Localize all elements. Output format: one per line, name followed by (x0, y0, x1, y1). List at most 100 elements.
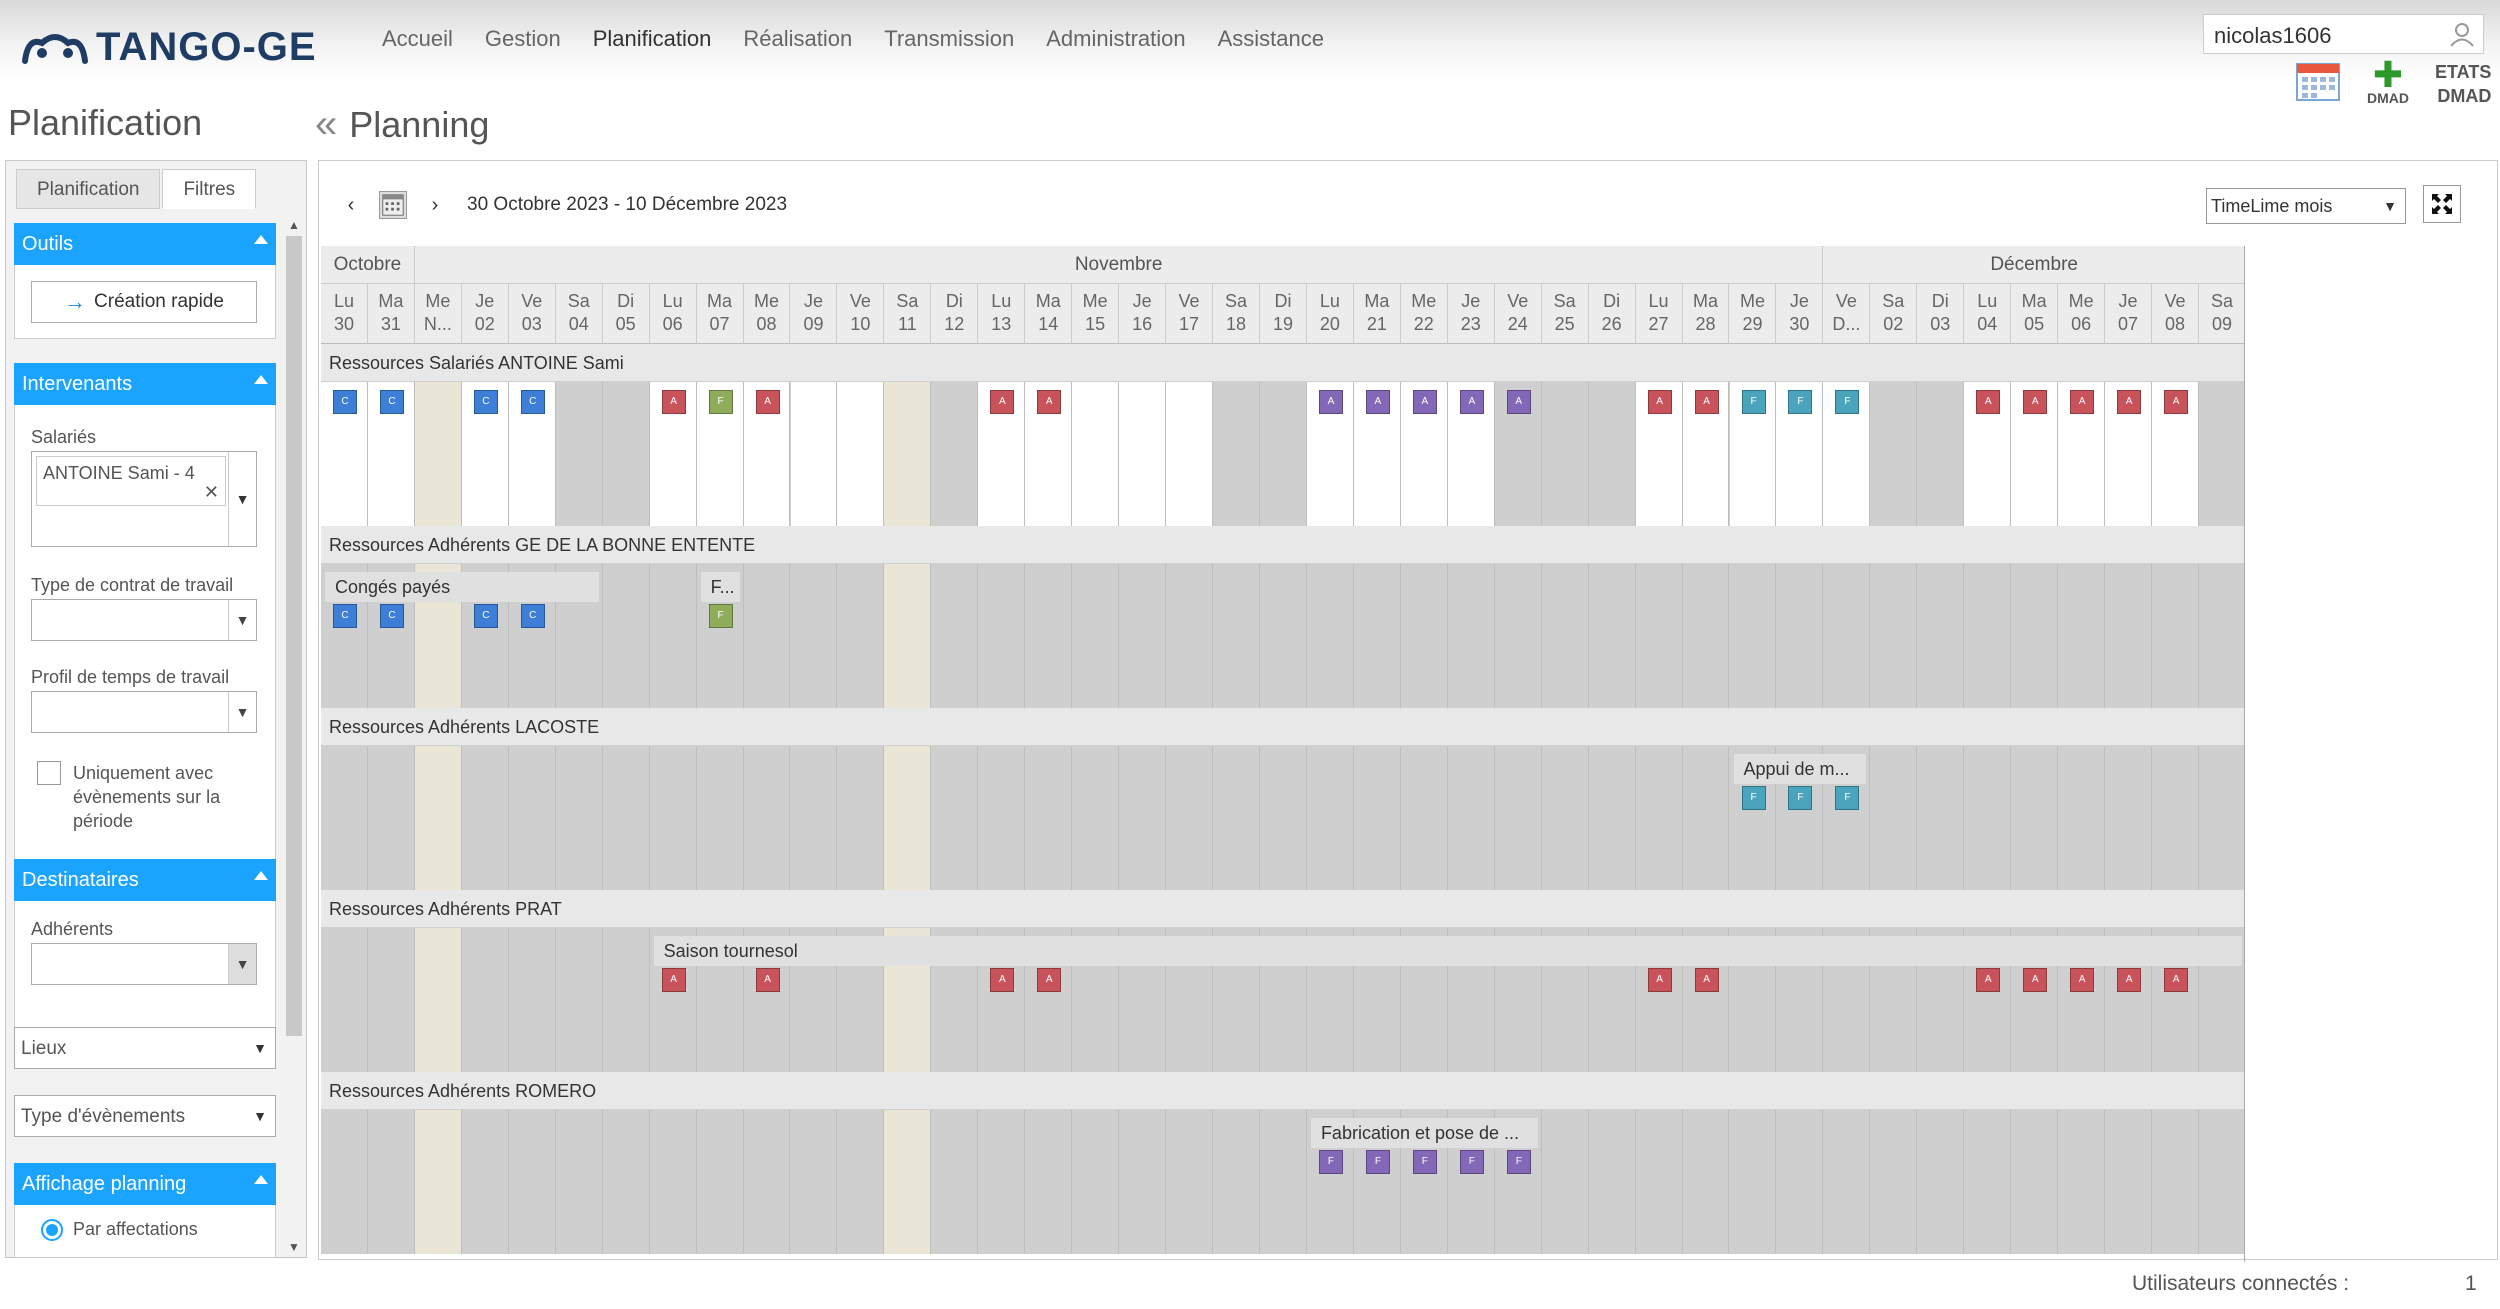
day-cell[interactable] (1964, 746, 2012, 890)
day-cell[interactable] (931, 746, 979, 890)
day-cell[interactable] (1776, 564, 1824, 708)
day-cell[interactable] (1401, 564, 1448, 708)
day-cell[interactable] (603, 382, 650, 526)
day-cell[interactable] (1072, 382, 1120, 526)
day-cell[interactable] (1025, 746, 1073, 890)
day-cell[interactable] (603, 564, 650, 708)
prev-period-icon[interactable]: ‹ (347, 193, 355, 216)
day-cell[interactable] (509, 746, 556, 890)
day-cell[interactable] (1495, 1110, 1542, 1254)
day-cell[interactable] (1636, 746, 1683, 890)
event-marker[interactable]: C (520, 604, 545, 628)
day-cell[interactable] (1542, 928, 1589, 1072)
calendar-icon[interactable] (2295, 60, 2341, 102)
scroll-down-icon[interactable]: ▼ (288, 1240, 300, 1254)
day-cell[interactable] (1964, 564, 2012, 708)
event-marker[interactable]: F (1365, 1150, 1390, 1174)
day-cell[interactable] (837, 564, 885, 708)
day-cell[interactable] (1401, 1110, 1448, 1254)
day-cell[interactable] (697, 746, 744, 890)
day-cell[interactable] (1307, 928, 1354, 1072)
day-cell[interactable] (2011, 564, 2059, 708)
day-cell[interactable] (1917, 1110, 1965, 1254)
day-cell[interactable] (1776, 746, 1824, 890)
day-cell[interactable] (2058, 928, 2106, 1072)
day-cell[interactable] (368, 928, 415, 1072)
day-cell[interactable] (1589, 564, 1636, 708)
event-marker[interactable]: A (1506, 390, 1531, 414)
day-cell[interactable] (837, 746, 885, 890)
day-cell[interactable] (1917, 382, 1965, 526)
day-cell[interactable] (650, 928, 697, 1072)
day-cell[interactable] (1542, 746, 1589, 890)
day-cell[interactable] (1354, 746, 1401, 890)
event-marker[interactable]: F (1835, 390, 1860, 414)
user-icon[interactable] (2449, 21, 2475, 47)
day-cell[interactable] (650, 1110, 697, 1254)
event-marker[interactable]: F (1788, 786, 1813, 810)
event-marker[interactable]: A (661, 390, 686, 414)
event-bar[interactable]: Saison tournesol (653, 936, 2242, 966)
day-cell[interactable] (837, 1110, 885, 1254)
event-marker[interactable]: C (379, 604, 404, 628)
event-marker[interactable]: F (708, 604, 733, 628)
day-cell[interactable] (791, 564, 838, 708)
day-cell[interactable] (884, 382, 932, 526)
day-cell[interactable] (321, 564, 368, 708)
panel-affichage-header[interactable]: Affichage planning (14, 1163, 276, 1205)
day-cell[interactable] (1542, 382, 1589, 526)
event-marker[interactable]: F (1318, 1150, 1343, 1174)
view-select[interactable]: TimeLime mois ▼ (2206, 188, 2406, 224)
event-marker[interactable]: A (661, 968, 686, 992)
day-cell[interactable] (2011, 1110, 2059, 1254)
day-cell[interactable] (368, 746, 415, 890)
day-cell[interactable] (1401, 928, 1448, 1072)
day-cell[interactable] (414, 382, 462, 526)
event-marker[interactable]: C (520, 390, 545, 414)
day-cell[interactable] (931, 928, 979, 1072)
day-cell[interactable] (1025, 928, 1073, 1072)
day-cell[interactable] (1964, 1110, 2012, 1254)
day-cell[interactable] (1589, 382, 1636, 526)
sidebar-scrollbar[interactable]: ▲ ▼ (284, 216, 304, 1256)
day-cell[interactable] (1917, 928, 1965, 1072)
day-cell[interactable] (1683, 1110, 1730, 1254)
add-dmad-button[interactable]: ✚ DMAD (2363, 57, 2413, 107)
day-cell[interactable] (1025, 1110, 1073, 1254)
day-cell[interactable] (556, 1110, 603, 1254)
collapse-sidebar-icon[interactable]: « (315, 102, 338, 146)
day-cell[interactable] (1730, 746, 1777, 890)
nav-item-1[interactable]: Gestion (484, 26, 561, 51)
day-cell[interactable] (931, 382, 979, 526)
event-marker[interactable]: A (755, 390, 780, 414)
day-cell[interactable] (1683, 746, 1730, 890)
panel-outils-header[interactable]: Outils (14, 223, 276, 265)
day-cell[interactable] (414, 746, 462, 890)
day-cell[interactable] (790, 382, 838, 526)
event-marker[interactable]: F (1506, 1150, 1531, 1174)
day-cell[interactable] (2152, 1110, 2199, 1254)
day-cell[interactable] (1213, 1110, 1260, 1254)
contrat-select[interactable]: ▼ (31, 599, 257, 641)
scroll-up-icon[interactable]: ▲ (288, 218, 300, 232)
day-cell[interactable] (1025, 564, 1073, 708)
panel-intervenants-header[interactable]: Intervenants (14, 363, 276, 405)
day-cell[interactable] (1166, 928, 1214, 1072)
day-cell[interactable] (1823, 928, 1871, 1072)
day-cell[interactable] (791, 746, 838, 890)
day-cell[interactable] (1260, 746, 1307, 890)
nav-item-6[interactable]: Assistance (1217, 26, 1325, 51)
type-evenements-select[interactable]: Type d'évènements ▼ (14, 1095, 276, 1137)
event-marker[interactable]: A (1037, 968, 1062, 992)
day-cell[interactable] (978, 1110, 1026, 1254)
day-cell[interactable] (368, 564, 415, 708)
day-cell[interactable] (1823, 1110, 1871, 1254)
day-cell[interactable] (1729, 382, 1777, 526)
day-cell[interactable] (1213, 928, 1260, 1072)
remove-tag-icon[interactable]: ✕ (203, 482, 219, 502)
day-cell[interactable] (1354, 928, 1401, 1072)
etats-dmad-button[interactable]: ETATS DMAD (2435, 62, 2492, 106)
day-cell[interactable] (2105, 1110, 2153, 1254)
day-cell[interactable] (2105, 928, 2153, 1072)
event-marker[interactable]: F (1412, 1150, 1437, 1174)
